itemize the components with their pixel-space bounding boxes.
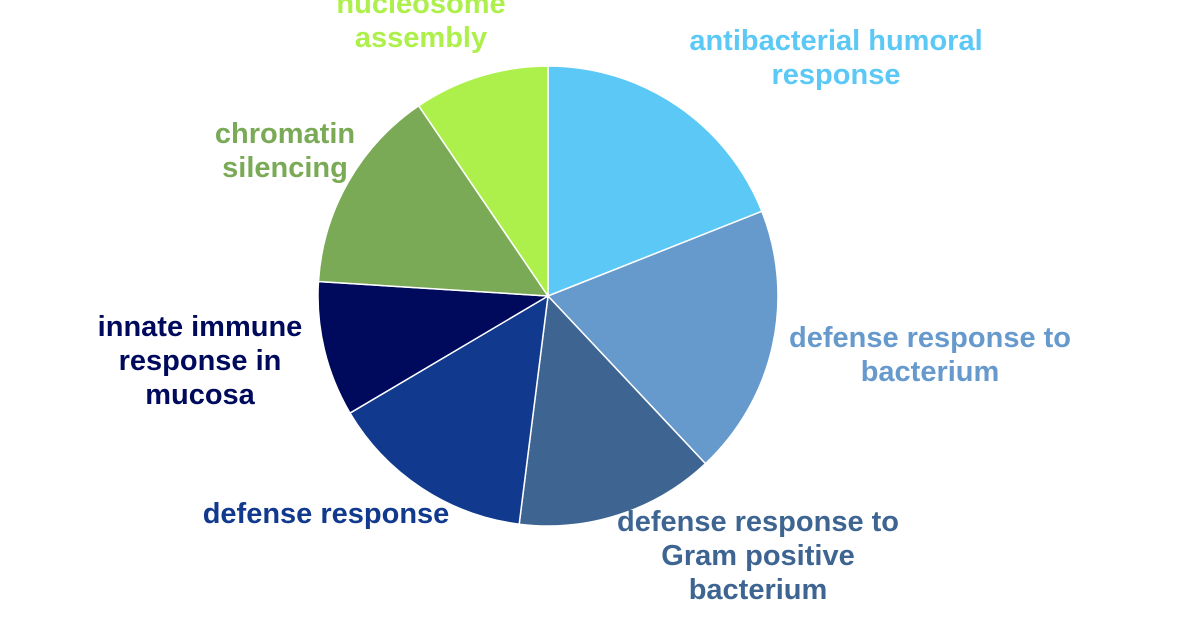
pie-slice (317, 104, 550, 297)
slice-label: nucleosome assembly (336, 0, 506, 54)
slice-label: defense response (202, 498, 450, 530)
pie-slice (546, 210, 779, 465)
slice-label: chromatin silencing (214, 118, 356, 184)
pie-slice (349, 294, 549, 526)
slice-label: defense response to Gram positive bacter… (616, 506, 900, 606)
slice-label: antibacterial humoral response (689, 25, 983, 91)
slice-label: innate immune response in mucosa (97, 311, 303, 411)
pie-slice (417, 65, 549, 299)
pie-slice (518, 294, 707, 527)
slice-label: defense response to bacterium (788, 322, 1072, 388)
pie-slice (547, 65, 763, 298)
pie-slice (317, 280, 551, 415)
